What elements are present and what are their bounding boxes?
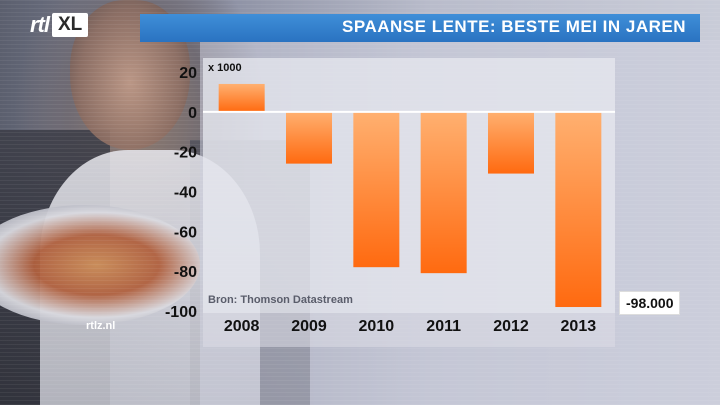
- bar-2009: [286, 111, 332, 164]
- y-tick-label: -40: [174, 185, 197, 202]
- bar-2011: [420, 111, 467, 274]
- x-tick-label: 2008: [224, 318, 260, 335]
- watermark: rtlz.nl: [86, 320, 116, 332]
- logo-text: rtl: [30, 12, 50, 37]
- chart-panel: [203, 58, 615, 313]
- y-tick-label: -60: [174, 224, 197, 241]
- y-tick-label: -100: [165, 304, 197, 321]
- logo-badge: XL: [52, 13, 89, 37]
- x-tick-label: 2009: [291, 318, 327, 335]
- bar-2013: [555, 111, 602, 308]
- chart-panel-left-strip: [203, 313, 615, 347]
- y-tick-label: 20: [179, 65, 197, 82]
- x-tick-label: 2011: [426, 318, 461, 335]
- title-bar: SPAANSE LENTE: BESTE MEI IN JAREN: [140, 14, 700, 42]
- bar-2012: [488, 111, 534, 174]
- background-plate: [0, 205, 200, 325]
- y-tick-label: -80: [174, 264, 197, 281]
- bar-2010: [353, 111, 400, 268]
- source-note: Bron: Thomson Datastream: [208, 294, 353, 306]
- y-tick-label: 0: [188, 105, 197, 122]
- bar-2008: [218, 83, 265, 112]
- rtl-xl-logo: rtl XL: [30, 12, 89, 38]
- unit-label: x 1000: [208, 62, 242, 74]
- chart-title: SPAANSE LENTE: BESTE MEI IN JAREN: [342, 17, 686, 36]
- y-tick-label: -20: [174, 145, 197, 162]
- value-callout: -98.000: [619, 291, 681, 315]
- x-tick-label: 2013: [561, 318, 597, 335]
- x-tick-label: 2010: [359, 318, 395, 335]
- x-tick-label: 2012: [493, 318, 529, 335]
